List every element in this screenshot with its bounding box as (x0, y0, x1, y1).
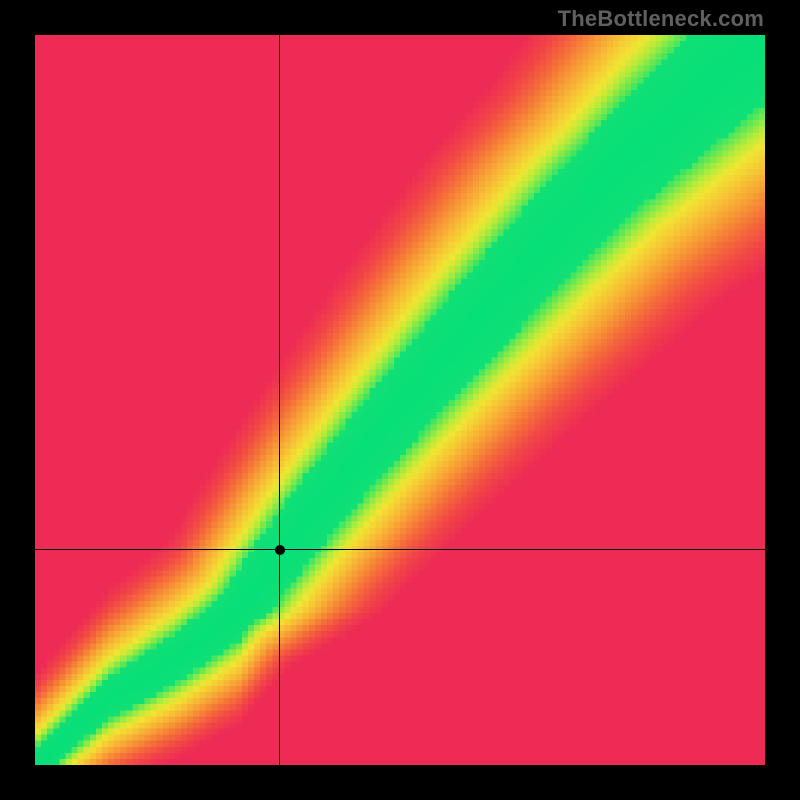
watermark-text: TheBottleneck.com (558, 6, 764, 32)
bottleneck-heatmap (35, 35, 765, 765)
crosshair-horizontal (35, 549, 765, 550)
crosshair-vertical (279, 35, 280, 765)
plot-area (35, 35, 765, 765)
crosshair-marker (275, 545, 285, 555)
